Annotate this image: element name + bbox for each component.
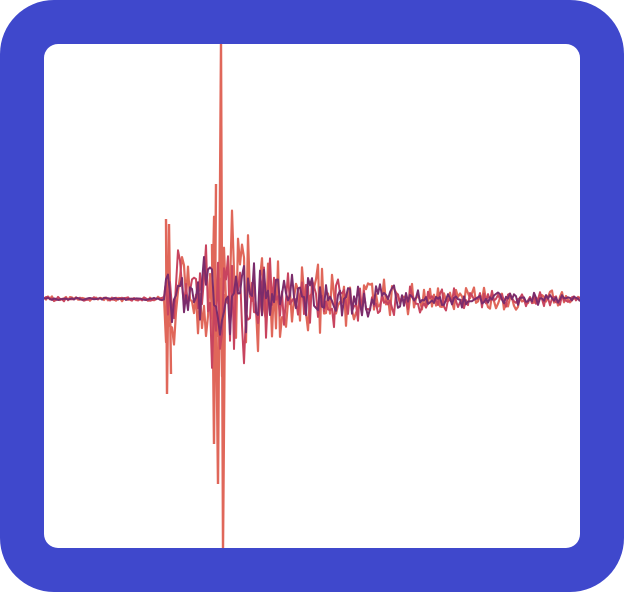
seismograph-screen bbox=[44, 44, 580, 548]
waveform-trace-tertiary bbox=[44, 256, 580, 336]
waveform-trace-secondary bbox=[44, 244, 580, 369]
seismic-waveform bbox=[44, 44, 580, 548]
